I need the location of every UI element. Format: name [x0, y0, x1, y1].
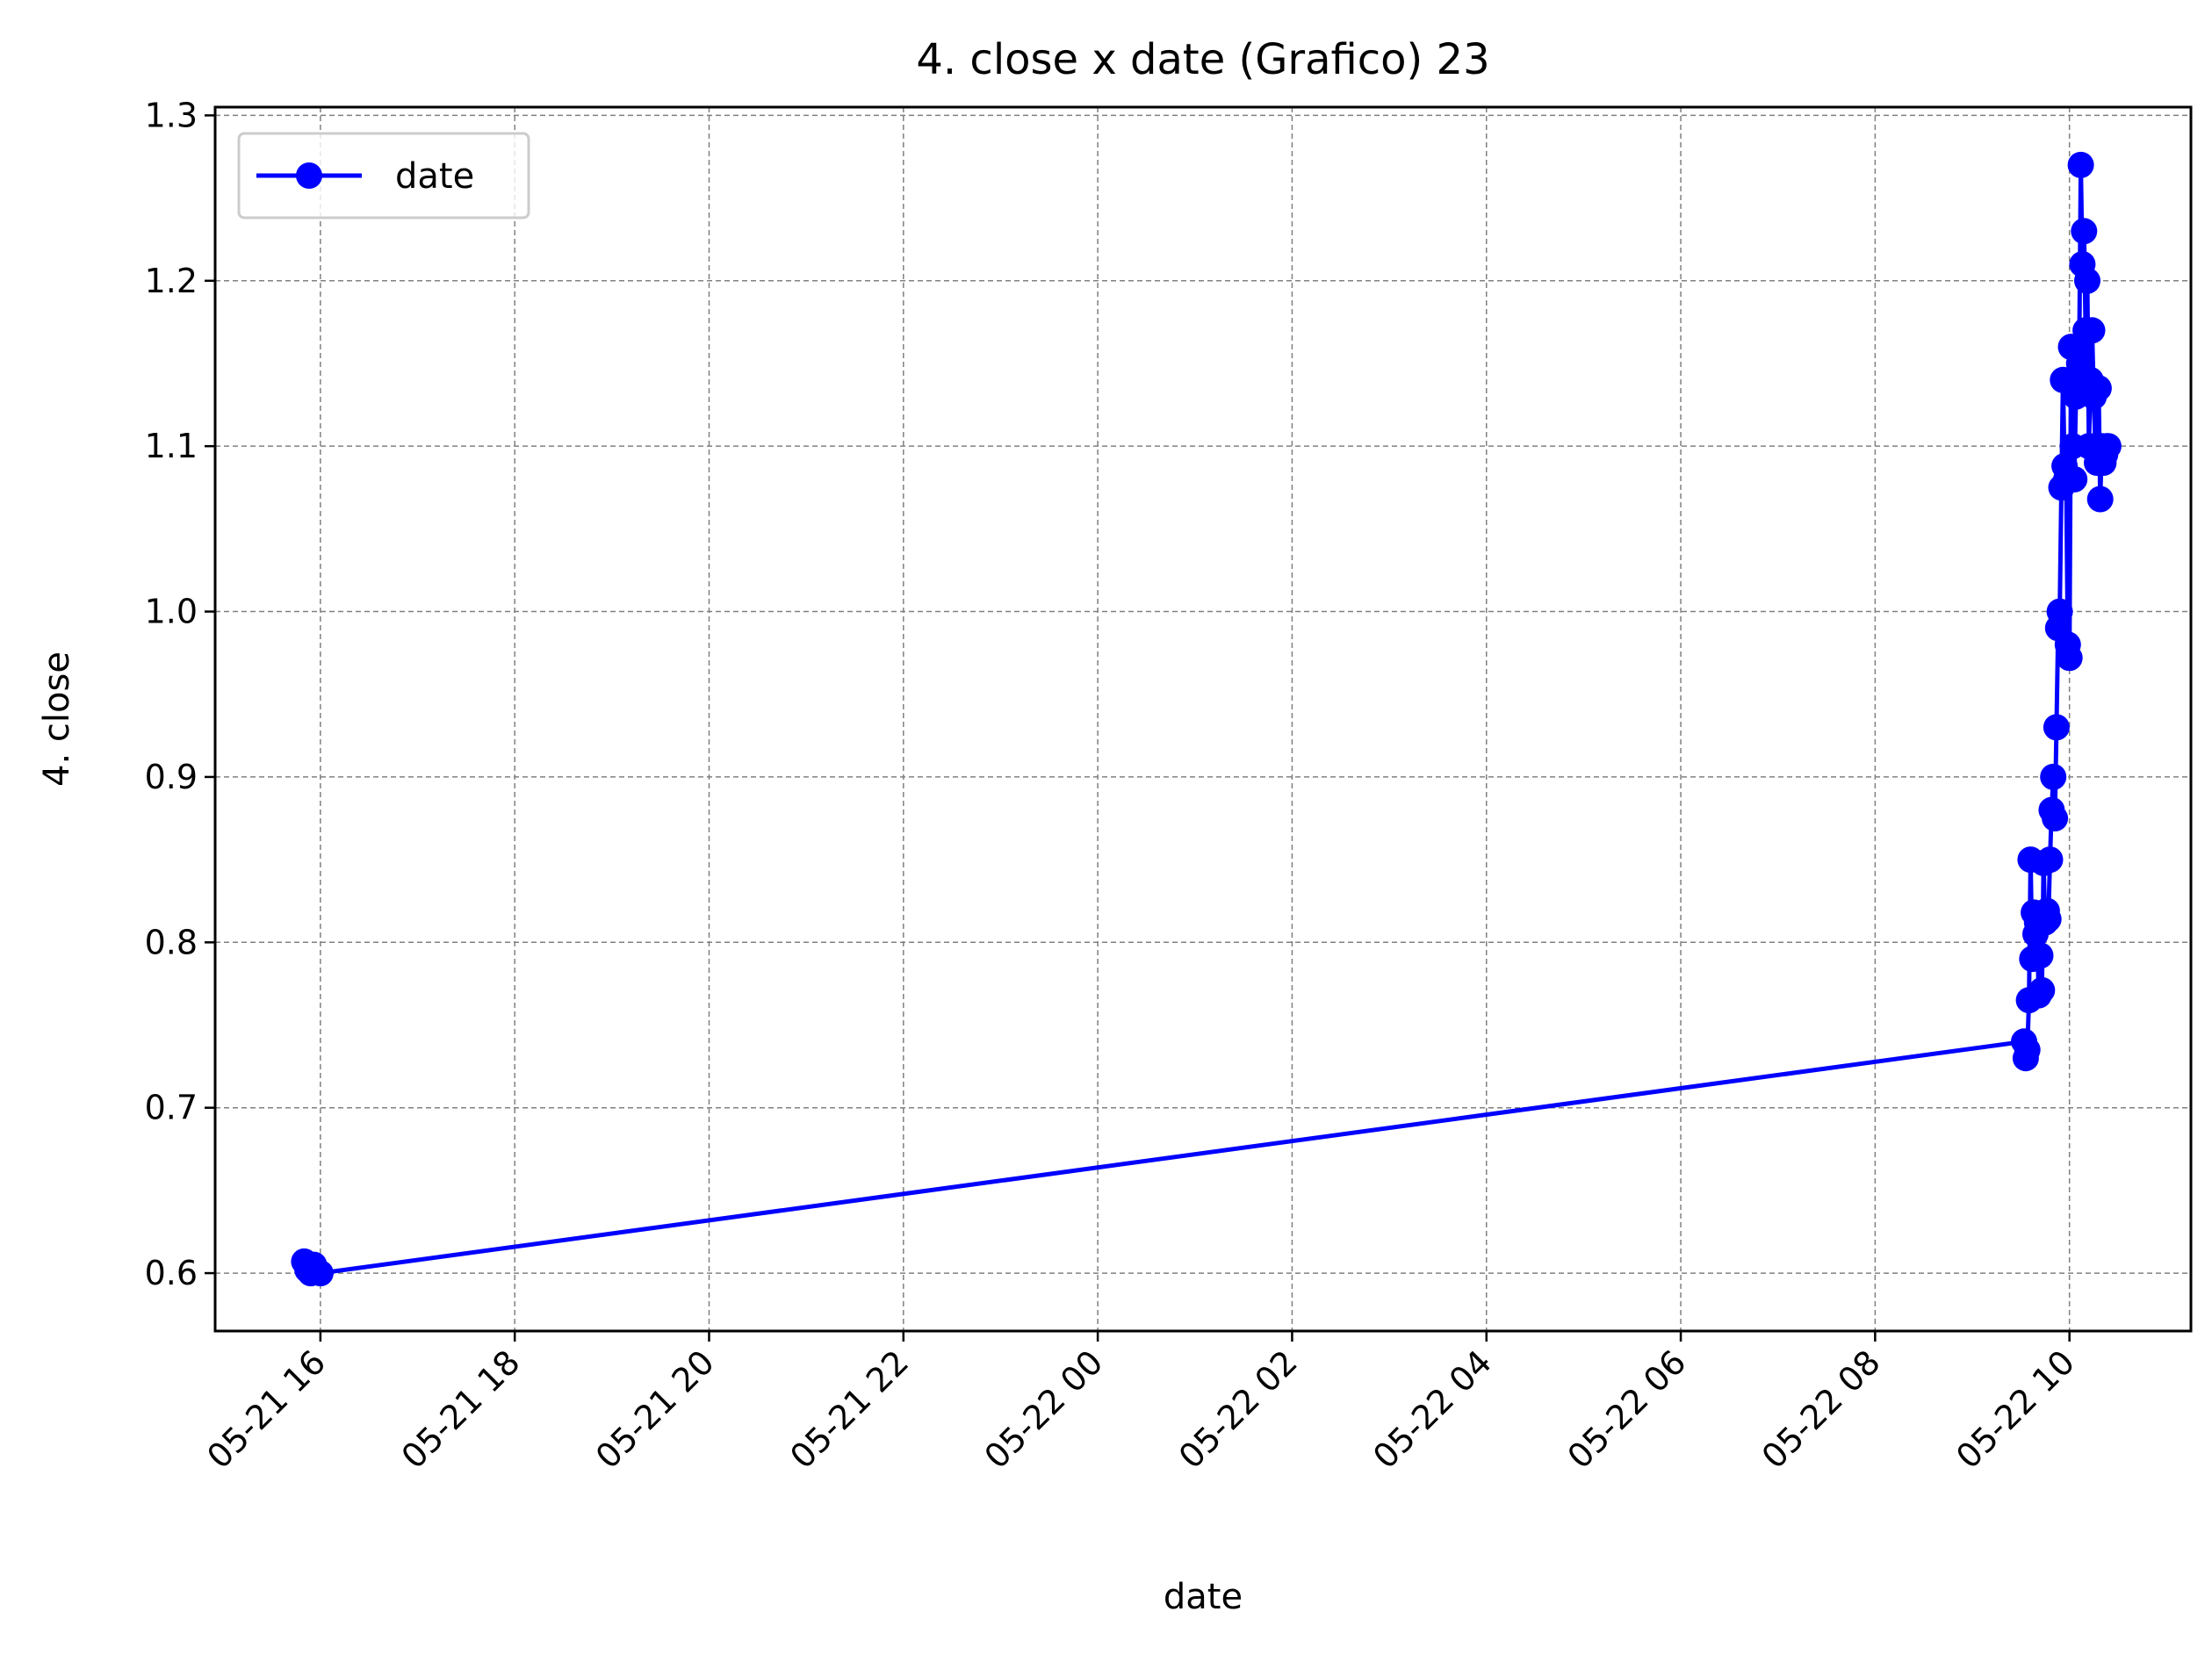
data-point — [2061, 465, 2088, 493]
y-tick-label: 0.7 — [145, 1089, 198, 1127]
data-point — [2036, 846, 2064, 874]
data-point — [2094, 433, 2122, 460]
legend: date — [237, 132, 530, 219]
legend-marker-swatch — [296, 162, 322, 189]
legend-box — [237, 132, 530, 219]
data-point — [2040, 763, 2067, 790]
data-point — [2014, 1036, 2041, 1063]
y-tick-label: 0.6 — [145, 1254, 198, 1292]
data-point — [2035, 905, 2062, 932]
y-tick-label: 0.9 — [145, 758, 198, 796]
series-layer — [291, 151, 2122, 1287]
y-tick-label: 1.3 — [145, 96, 198, 134]
data-point — [2086, 486, 2114, 513]
legend-entry-label: date — [395, 156, 474, 197]
grid-lines — [215, 107, 2191, 1331]
data-point — [2071, 218, 2098, 245]
data-point — [2027, 942, 2054, 969]
y-tick-label: 1.2 — [145, 262, 198, 300]
chart-title: 4. close x date (Grafico) 23 — [916, 35, 1489, 84]
y-tick-label: 0.8 — [145, 923, 198, 961]
data-point — [2046, 598, 2073, 625]
data-point — [2042, 805, 2069, 831]
data-point — [306, 1260, 334, 1287]
data-point — [2074, 267, 2100, 294]
y-tick-label: 1.1 — [145, 427, 198, 465]
data-point — [2079, 317, 2106, 344]
data-point — [2028, 976, 2056, 1004]
data-point — [2043, 714, 2070, 741]
data-point — [2056, 644, 2083, 672]
y-tick-label: 1.0 — [145, 593, 198, 631]
data-point — [2067, 151, 2094, 178]
y-axis-label: 4. close — [37, 651, 77, 787]
plot-frame — [213, 105, 2193, 1333]
x-axis-label: date — [1164, 1577, 1243, 1617]
data-point — [2085, 375, 2112, 402]
